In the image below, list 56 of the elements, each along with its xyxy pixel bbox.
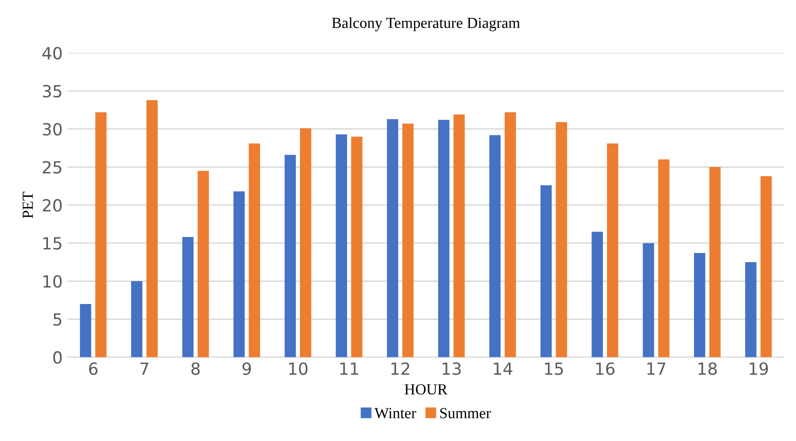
x-tick-label: 6 xyxy=(89,362,98,375)
bar xyxy=(540,185,552,358)
bar xyxy=(453,114,465,358)
chart-title: Balcony Temperature Diagram xyxy=(332,17,520,32)
bar xyxy=(658,159,670,358)
y-tick-label: 25 xyxy=(42,160,62,174)
y-tick-label: 20 xyxy=(42,199,62,212)
y-axis-title: PET xyxy=(22,192,33,218)
x-tick-label: 11 xyxy=(340,362,358,375)
x-tick-label: 14 xyxy=(494,362,512,375)
bar xyxy=(80,304,92,358)
x-tick-label: 8 xyxy=(191,362,200,375)
bar xyxy=(336,134,348,358)
bar xyxy=(386,119,398,358)
x-tick-label: 17 xyxy=(647,362,666,375)
legend-label: Summer xyxy=(440,408,491,418)
x-tick-label: 10 xyxy=(289,362,308,375)
bar xyxy=(146,100,158,358)
bar xyxy=(760,176,772,358)
x-tick-label: 7 xyxy=(140,362,148,375)
bar xyxy=(402,124,414,358)
bar xyxy=(556,122,568,358)
bar xyxy=(642,243,654,358)
bar xyxy=(233,191,245,358)
bar xyxy=(607,143,618,358)
bar xyxy=(592,232,603,358)
bar xyxy=(95,112,107,358)
y-tick-label: 15 xyxy=(43,237,62,250)
legend-label: Winter xyxy=(374,408,416,418)
x-tick-label: 13 xyxy=(442,362,461,375)
bar xyxy=(351,136,362,358)
y-tick-label: 5 xyxy=(53,313,62,326)
bar xyxy=(131,281,142,358)
y-tick-label: 35 xyxy=(42,84,62,98)
bar xyxy=(182,237,194,358)
bar xyxy=(438,120,450,358)
x-tick-label: 16 xyxy=(596,362,615,375)
x-axis-title: HOUR xyxy=(404,384,448,395)
bar xyxy=(489,135,501,358)
y-tick-label: 30 xyxy=(42,122,62,136)
bar xyxy=(248,143,260,358)
bar xyxy=(198,170,209,358)
bar xyxy=(504,112,516,358)
x-tick-label: 19 xyxy=(750,362,768,375)
y-tick-label: 40 xyxy=(42,46,62,60)
bar xyxy=(745,262,756,358)
y-tick-label: 0 xyxy=(53,351,62,364)
bar xyxy=(284,154,296,358)
x-tick-label: 15 xyxy=(545,362,563,375)
x-tick-label: 12 xyxy=(392,362,410,375)
x-tick-label: 18 xyxy=(698,362,717,375)
y-tick-label: 10 xyxy=(43,275,62,288)
bar xyxy=(709,167,721,358)
bar xyxy=(300,128,312,358)
bar xyxy=(694,252,706,358)
x-tick-label: 9 xyxy=(242,362,251,375)
